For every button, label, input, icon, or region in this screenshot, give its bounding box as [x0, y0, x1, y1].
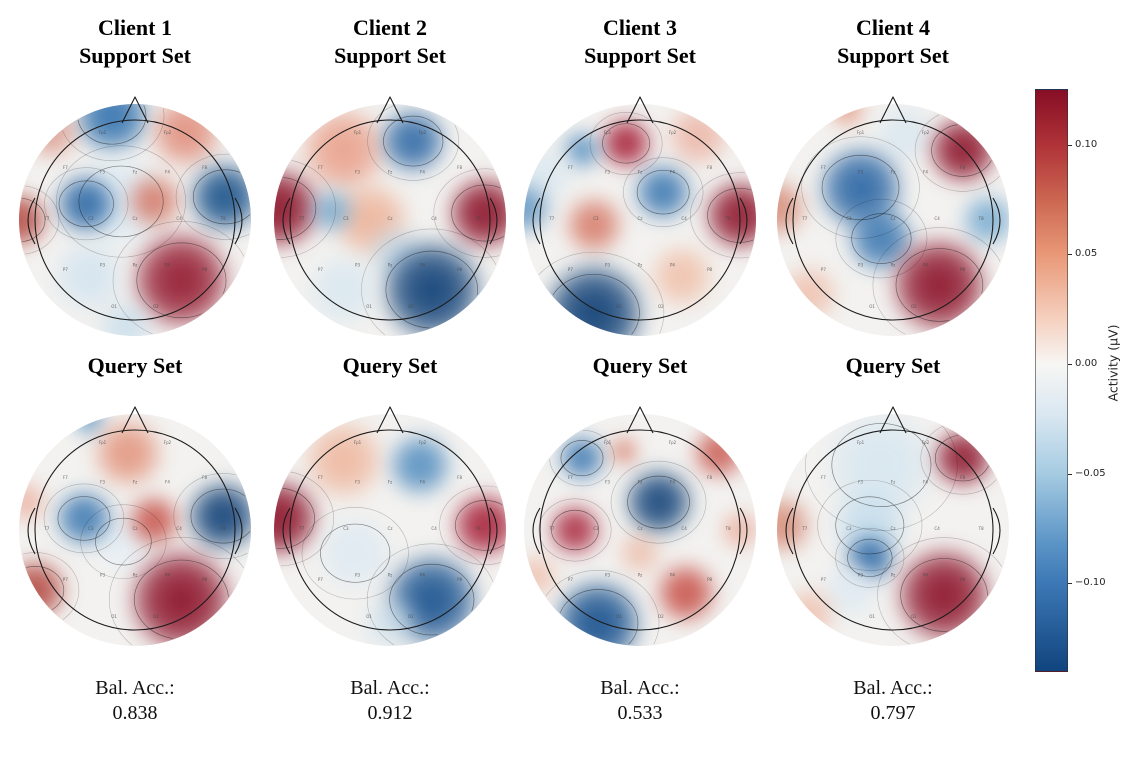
tick-label: −0.05 [1075, 468, 1106, 479]
topomap-field [777, 104, 1009, 336]
topomap-client3-support: Fp1 Fp2 F7 F3 Fz F4 F8 T7 C3 Cz C4 T8 P7 P3 Pz P4 P8 O1 O2 [524, 96, 756, 336]
tick-label: 0.05 [1075, 247, 1098, 259]
balanced-accuracy: Bal. Acc.: 0.797 [763, 676, 1023, 726]
tick-mark [1068, 145, 1072, 147]
topomap-client2-query: Fp1 Fp2 F7 F3 Fz F4 F8 T7 C3 Cz C4 T8 P7 P3 Pz P4 P8 O1 O2 [274, 406, 506, 646]
activity-blob [291, 237, 396, 336]
tick-label: 0.00 [1075, 358, 1098, 369]
topomap-field [524, 414, 756, 646]
topomap-client4-support: Fp1 Fp2 F7 F3 Fz F4 F8 T7 C3 Cz C4 T8 P7 P3 Pz P4 P8 O1 O2 [777, 96, 1009, 336]
bal-acc-value: 0.533 [617, 702, 663, 724]
client-label: Client 3 [603, 15, 677, 40]
tick-mark [1068, 364, 1072, 365]
client-column-2: Client 2 Support Set Fp1 Fp2 F7 F3 Fz F4 F8 T7 C… [260, 0, 520, 762]
bal-acc-value: 0.912 [367, 702, 413, 724]
client-label: Client 1 [98, 15, 172, 40]
colorbar-axis-label: Activity (μV) [1105, 324, 1121, 402]
topomap-client1-query: Fp1 Fp2 F7 F3 Fz F4 F8 T7 C3 Cz C4 T8 P7 P3 Pz P4 P8 O1 O2 [19, 406, 251, 646]
support-title: Client 2 Support Set [260, 14, 520, 70]
colorbar: 0.10 0.05 0.00 −0.05 −0.10 [1035, 89, 1106, 672]
colorbar-gradient [1035, 89, 1068, 672]
support-set-label: Support Set [584, 43, 696, 68]
balanced-accuracy: Bal. Acc.: 0.912 [260, 676, 520, 726]
support-set-label: Support Set [837, 43, 949, 68]
bal-acc-label: Bal. Acc.: [350, 677, 430, 699]
client-column-4: Client 4 Support Set Fp1 Fp2 F7 F3 Fz F4 F8 T7 C… [763, 0, 1023, 762]
bal-acc-label: Bal. Acc.: [853, 677, 933, 699]
tick-mark [1068, 582, 1072, 584]
topomap-client2-support: Fp1 Fp2 F7 F3 Fz F4 F8 T7 C3 Cz C4 T8 P7 P3 Pz P4 P8 O1 O2 [274, 96, 506, 336]
query-set-label: Query Set [87, 353, 183, 378]
tick-mark [1068, 474, 1072, 475]
bal-acc-label: Bal. Acc.: [600, 677, 680, 699]
balanced-accuracy: Bal. Acc.: 0.838 [5, 676, 265, 726]
activity-blob [918, 414, 1007, 503]
tick-label: −0.10 [1075, 576, 1106, 588]
support-title: Client 3 Support Set [510, 14, 770, 70]
topomap-client4-query: Fp1 Fp2 F7 F3 Fz F4 F8 T7 C3 Cz C4 T8 P7 P3 Pz P4 P8 O1 O2 [777, 406, 1009, 646]
topomap-client3-query: Fp1 Fp2 F7 F3 Fz F4 F8 T7 C3 Cz C4 T8 P7 P3 Pz P4 P8 O1 O2 [524, 406, 756, 646]
topomap-client1-support: Fp1 Fp2 F7 F3 Fz F4 F8 T7 C3 Cz C4 T8 P7 P3 Pz P4 P8 O1 O2 [19, 96, 251, 336]
client-column-3: Client 3 Support Set Fp1 Fp2 F7 F3 Fz F4 F8 T7 C… [510, 0, 770, 762]
topomap-field [524, 104, 756, 336]
tick-mark [1068, 253, 1072, 255]
bal-acc-value: 0.797 [870, 702, 916, 724]
activity-blob [711, 502, 756, 558]
client-column-1: Client 1 Support Set Fp1 Fp2 F7 F3 Fz F4 F8 T7 C… [5, 0, 265, 762]
client-label: Client 4 [856, 15, 930, 40]
query-set-label: Query Set [342, 353, 438, 378]
support-set-label: Support Set [79, 43, 191, 68]
support-title: Client 4 Support Set [763, 14, 1023, 70]
topomap-field [274, 414, 506, 646]
client-label: Client 2 [353, 15, 427, 40]
colorbar-ticks: 0.10 0.05 0.00 −0.05 −0.10 [1035, 89, 1106, 672]
topomap-field [19, 414, 251, 646]
topomap-field [777, 414, 1009, 646]
topomap-field [19, 104, 251, 336]
tick-label: 0.10 [1075, 139, 1098, 151]
bal-acc-label: Bal. Acc.: [95, 677, 175, 699]
topomap-field [274, 104, 506, 336]
query-set-label: Query Set [845, 353, 941, 378]
query-set-label: Query Set [592, 353, 688, 378]
bal-acc-value: 0.838 [112, 702, 158, 724]
balanced-accuracy: Bal. Acc.: 0.533 [510, 676, 770, 726]
support-set-label: Support Set [334, 43, 446, 68]
support-title: Client 1 Support Set [5, 14, 265, 70]
activity-blob [300, 178, 364, 243]
